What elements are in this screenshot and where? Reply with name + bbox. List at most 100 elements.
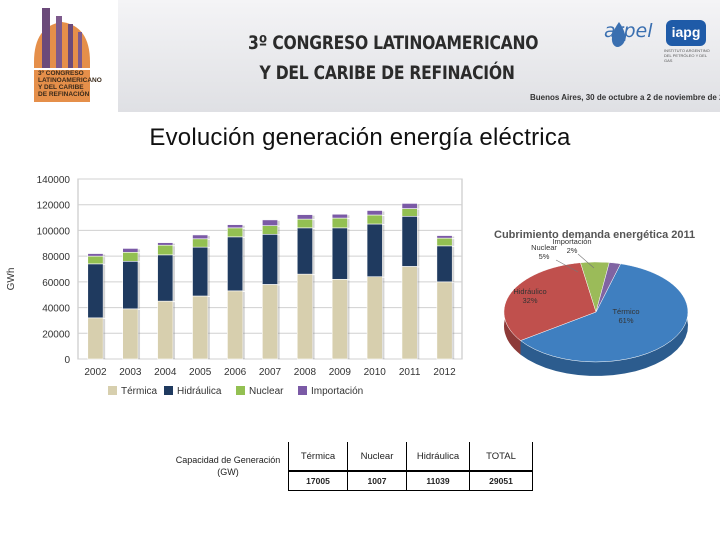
column-header: Hidráulica [406,442,470,472]
bar-shadow [138,253,141,262]
pie-slice-name: Hidráulico [513,287,546,296]
bar-segment [122,308,139,360]
y-tick-label: 20000 [42,329,70,340]
bar-shadow [452,236,455,239]
logo-text: 3º CONGRESO LATINOAMERICANO Y DEL CARIBE… [38,70,108,98]
logo-line: DE REFINACIÓN [38,91,90,98]
bar-segment [87,263,104,319]
bar-shadow [172,243,175,246]
x-tick-label: 2004 [154,367,177,378]
pie-title: Cubrimiento demanda energética 2011 [494,229,695,241]
bar-shadow [242,237,245,291]
pie-slice-value: 61% [618,316,633,325]
bar-segment [366,214,383,225]
bar-shadow [138,309,141,359]
bar-segment [157,242,174,246]
column-header: TOTAL [469,442,533,472]
arpel-logo: arpel [604,20,653,42]
bar-segment [331,217,348,229]
bar-shadow [172,255,175,302]
bar-segment [262,284,278,360]
bar-segment [122,251,139,262]
bar-shadow [172,246,175,255]
bar-segment [192,238,209,248]
y-axis-label: GWh [6,268,17,291]
bar-shadow [452,239,455,246]
x-tick-label: 2005 [189,367,212,378]
table-cell: 29051 [469,471,533,491]
slide-title: Evolución generación energía eléctrica [149,124,571,151]
bar-segment [227,236,244,292]
bar-segment [157,300,174,360]
pie-slice [503,262,597,341]
bar-shadow [347,215,350,219]
iapg-logo: iapg [671,24,701,40]
bar-shadow [277,285,280,359]
bar-segment [436,281,453,360]
y-tick-label: 120000 [37,201,71,212]
bar-segment [436,237,453,247]
pie-slice-value: 5% [539,252,550,261]
bar-segment [227,290,244,360]
bar-shadow [207,235,210,239]
x-tick-label: 2006 [224,367,247,378]
column-header: Térmica [288,442,348,472]
bar-shadow [417,204,420,209]
bar-segment [366,210,383,216]
leader-line [555,259,579,273]
bar-shadow [277,220,280,226]
bar-shadow [242,291,245,359]
bar-segment [227,227,244,238]
bar-segment [262,233,278,285]
y-tick-label: 100000 [37,226,71,237]
bar-segment [331,278,348,360]
legend-label: Importación [311,386,363,397]
bar-segment [401,203,418,209]
bar-shadow [452,282,455,359]
bar-segment [122,248,139,253]
bar-shadow [382,225,385,277]
bar-segment [87,253,104,257]
bar-shadow [207,248,210,296]
bar-segment [192,295,209,360]
y-tick-label: 60000 [42,278,70,289]
bar-shadow [417,217,420,267]
bar-shadow [312,215,315,220]
legend-label: Térmica [121,386,158,397]
bar-shadow [417,267,420,359]
iapg-logo-badge [666,20,706,46]
bar-segment [401,215,418,267]
bar-segment [366,223,383,278]
bar-shadow [452,246,455,282]
logo-line: 3º CONGRESO [38,70,84,77]
x-tick-label: 2008 [294,367,317,378]
logo-line: LATINOAMERICANO [38,77,102,84]
pie-slice [595,262,621,313]
bar-shadow [347,219,350,228]
bar-shadow [382,216,385,224]
pie-chart: Cubrimiento demanda energética 2011 Térmi… [494,229,695,376]
bar-segment [366,276,383,360]
bar-segment [401,208,418,217]
capacity-table: Capacidad de Generación (GW) Térmica Nuc… [168,442,533,491]
bar-shadow [417,209,420,217]
bar-segment [192,234,209,240]
bar-shadow [103,254,106,257]
bar-shadow [312,220,315,228]
logo-line: Y DEL CARIBE [38,84,84,91]
bar-segment [227,224,244,229]
legend-swatch [298,386,307,395]
bar-shadow [382,211,385,215]
bar-shadow [138,262,141,309]
x-tick-label: 2012 [433,367,456,378]
congress-title-line2: Y DEL CARIBE DE REFINACIÓN [259,62,515,84]
bar-segment [157,244,174,256]
legend-label: Hidráulica [177,386,222,397]
bar-shadow [277,235,280,285]
bar-shadow [347,228,350,280]
pie-slice-name: Importación [552,237,591,246]
x-tick-label: 2007 [259,367,282,378]
pie-slice-name: Térmico [612,307,639,316]
bar-segment [87,317,104,360]
x-tick-label: 2002 [84,367,107,378]
